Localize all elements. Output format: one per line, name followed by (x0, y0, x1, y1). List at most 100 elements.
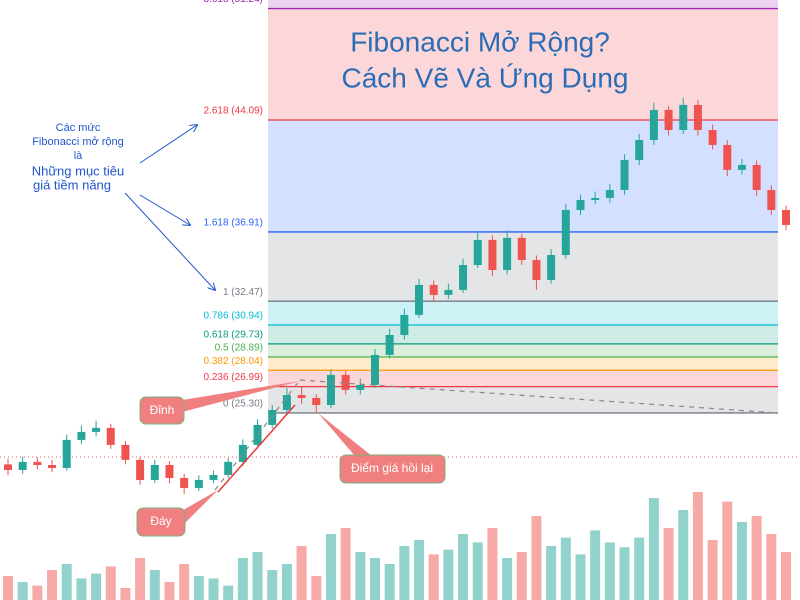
volume-bar (502, 558, 513, 600)
candle-body (106, 427, 115, 445)
candle-body (4, 464, 12, 470)
volume-bar (369, 558, 380, 600)
volume-bar (164, 582, 175, 600)
volume-bar (648, 498, 659, 600)
candle-body (708, 130, 717, 145)
arrow (139, 194, 190, 225)
candle-body (723, 144, 732, 170)
candle-body (18, 461, 27, 470)
candle-body (385, 334, 394, 355)
volume-bar (105, 566, 116, 600)
callout (139, 396, 185, 425)
volume-bar (149, 570, 160, 600)
volume-bar (619, 547, 630, 600)
volume-bar (781, 552, 791, 600)
candle-body (356, 384, 365, 390)
volume-bar (355, 552, 366, 600)
fib-label: 0.618 (29.73) (204, 330, 264, 341)
volume-bar (663, 528, 674, 600)
candle-body (620, 159, 629, 191)
volume-bar (252, 552, 263, 600)
candle-body (679, 104, 688, 131)
candle-body (92, 427, 101, 432)
volume-bar (414, 540, 425, 600)
title-line: Fibonacci Mở Rộng? (350, 26, 610, 57)
volume-bar (736, 522, 747, 600)
volume-bar (340, 528, 351, 600)
volume-bar (296, 546, 307, 600)
candle-body (165, 465, 174, 478)
volume-bar (120, 588, 131, 600)
candle-body (767, 190, 776, 210)
candle-body (649, 109, 658, 140)
candle-body (341, 374, 350, 390)
fib-label: 0 (25.30) (223, 399, 263, 410)
callout-text: Điểm giá hồi lại (351, 461, 433, 475)
fib-label: 0.5 (28.89) (215, 343, 263, 354)
fib-zone (268, 301, 778, 326)
candle-body (635, 139, 644, 160)
fib-label: 2.618 (44.09) (204, 106, 264, 117)
volume-bar (458, 534, 469, 600)
volume-bar (428, 554, 439, 600)
title: Fibonacci Mở Rộng? Cách Vẽ Và Ứng Dụng (342, 26, 629, 93)
volume-bar (325, 534, 336, 600)
volume-bar (135, 558, 146, 600)
candle-body (326, 374, 335, 405)
volume-bar (590, 530, 601, 600)
candle-body (297, 395, 306, 398)
callout (339, 454, 446, 484)
fib-label: 3.618 (51.24) (204, 0, 264, 5)
note-line: Những mục tiêu (32, 163, 125, 178)
volume-bar (487, 528, 498, 600)
candle-body (150, 465, 159, 480)
fib-label: 0.236 (26.99) (204, 372, 264, 383)
volume-bar (61, 564, 72, 600)
volume-bar (179, 564, 190, 600)
callout (136, 507, 186, 537)
candle-body (488, 239, 497, 270)
swing-line (214, 379, 301, 491)
volume-bar (692, 492, 703, 600)
candle-body (591, 197, 600, 200)
arrow (124, 192, 215, 290)
candle-body (238, 444, 247, 462)
volume-bar (223, 585, 234, 600)
candle-body (782, 209, 790, 225)
candles (4, 98, 790, 494)
candle-body (77, 431, 86, 440)
volume-bar (678, 510, 689, 600)
volume-bar (237, 558, 248, 600)
candle-body (605, 190, 614, 198)
candle-body (561, 209, 570, 256)
volume-bar (193, 576, 204, 600)
candle-body (400, 314, 409, 335)
note-line: giá tiềm năng (33, 177, 111, 192)
candle-body (370, 354, 379, 385)
fib-zone (268, 325, 778, 344)
candle-body (48, 465, 57, 468)
note-line: Các mức (56, 122, 101, 134)
volume-bar (722, 501, 733, 600)
candle-body (209, 474, 218, 480)
candle-body (62, 439, 71, 468)
volume-bar (516, 552, 527, 600)
callout-pointer (182, 381, 300, 412)
volume-bar (546, 546, 557, 600)
trend-line (217, 404, 296, 493)
volume-bar (575, 554, 586, 600)
fib-zone (268, 0, 778, 9)
candle-body (415, 284, 424, 315)
callout-pointer (318, 413, 372, 456)
volume-bar (560, 537, 571, 600)
note-line: là (74, 150, 83, 162)
callouts: Đỉnh Đáy Điểm giá hồi lại (136, 381, 446, 537)
volume-bar (17, 582, 28, 600)
candle-body (194, 479, 203, 488)
arrows (124, 125, 215, 290)
volume-bar (3, 576, 13, 600)
volume-bar (766, 534, 777, 600)
volume-bar (208, 578, 219, 600)
volume-bar (311, 576, 322, 600)
